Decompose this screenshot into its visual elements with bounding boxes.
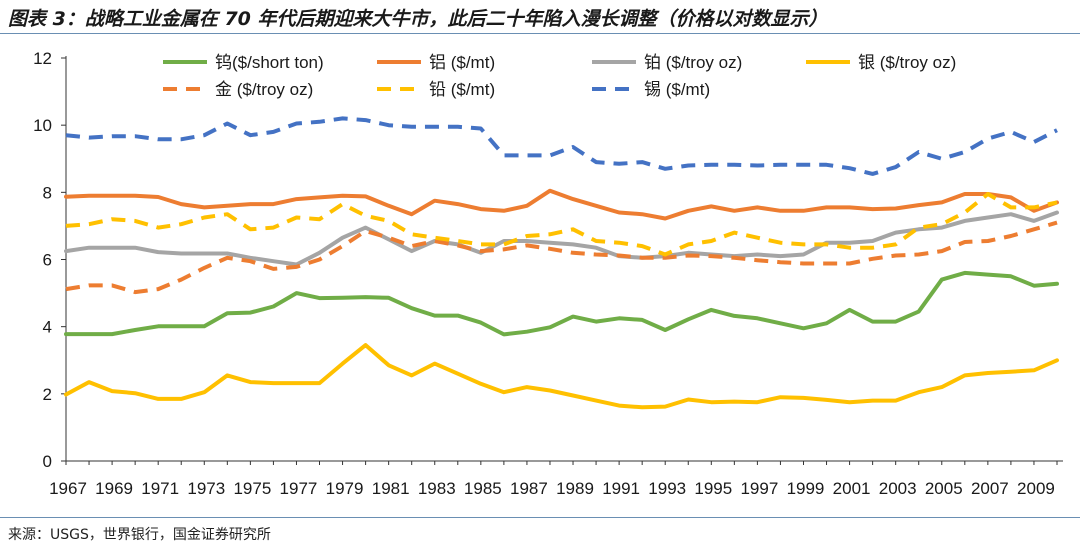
y-tick-label: 10 xyxy=(33,116,52,135)
x-tick-label: 2001 xyxy=(833,479,871,498)
legend-label-5: 铅 ($/mt) xyxy=(429,80,495,99)
series-line-1 xyxy=(64,188,1059,221)
x-tick-label: 1973 xyxy=(187,479,225,498)
source-note: 来源：USGS，世界银行，国金证券研究所 xyxy=(8,527,271,543)
axes: 0 2 4 6 8 10 12 1967 1969 1971 1973 1975 1977 1979 198… xyxy=(33,49,1063,498)
x-tick-label: 1977 xyxy=(280,479,318,498)
y-tick-label: 2 xyxy=(43,385,52,404)
legend-label-0: 钨($/short ton) xyxy=(215,53,324,72)
x-tick-label: 1987 xyxy=(510,479,548,498)
x-tick-label: 1967 xyxy=(49,479,87,498)
x-tick-label: 2005 xyxy=(925,479,963,498)
line-chart: 钨($/short ton) 铝 ($/mt) 铂 ($/troy oz) 银 ($/… xyxy=(33,49,1063,498)
series-line-4 xyxy=(65,220,1058,295)
x-tick-label: 1981 xyxy=(372,479,410,498)
x-tick-label: 2003 xyxy=(879,479,917,498)
legend-label-4: 金 ($/troy oz) xyxy=(215,80,313,99)
chart-title: 图表 3：战略工业金属在 70 年代后期迎来大牛市，此后二十年陷入漫长调整（价格… xyxy=(8,8,828,30)
x-tick-label: 1993 xyxy=(648,479,686,498)
x-tick-label: 1971 xyxy=(141,479,179,498)
y-tick-label: 4 xyxy=(43,318,52,337)
legend-label-1: 铝 ($/mt) xyxy=(429,53,495,72)
x-tick-label: 1991 xyxy=(602,479,640,498)
legend-label-2: 铂 ($/troy oz) xyxy=(644,53,742,72)
bottom-divider xyxy=(0,517,1080,518)
y-tick-label: 12 xyxy=(33,49,52,68)
x-tick-label: 1983 xyxy=(418,479,456,498)
x-tick-label: 1975 xyxy=(233,479,271,498)
series-line-6 xyxy=(65,116,1058,176)
series-line-0 xyxy=(64,270,1059,337)
legend-label-6: 锡 ($/mt) xyxy=(644,80,710,99)
x-tick-label: 1989 xyxy=(556,479,594,498)
x-tick-label: 1995 xyxy=(694,479,732,498)
x-tick-label: 1969 xyxy=(95,479,133,498)
y-tick-label: 6 xyxy=(43,251,52,270)
y-tick-label: 8 xyxy=(43,183,52,202)
x-tick-label: 2007 xyxy=(971,479,1009,498)
x-tick-label: 1997 xyxy=(740,479,778,498)
x-tick-label: 1999 xyxy=(787,479,825,498)
y-tick-label: 0 xyxy=(43,452,52,471)
series-line-3 xyxy=(64,343,1059,410)
x-tick-label: 1979 xyxy=(326,479,364,498)
series-lines xyxy=(64,116,1059,410)
x-tick-label: 1985 xyxy=(464,479,502,498)
x-tick-label: 2009 xyxy=(1017,479,1055,498)
series-line-5 xyxy=(65,192,1058,257)
series-line-2 xyxy=(64,210,1059,267)
legend-label-3: 银 ($/troy oz) xyxy=(858,53,956,72)
legend: 钨($/short ton) 铝 ($/mt) 铂 ($/troy oz) 银 ($/… xyxy=(163,53,956,99)
top-divider xyxy=(0,33,1080,34)
